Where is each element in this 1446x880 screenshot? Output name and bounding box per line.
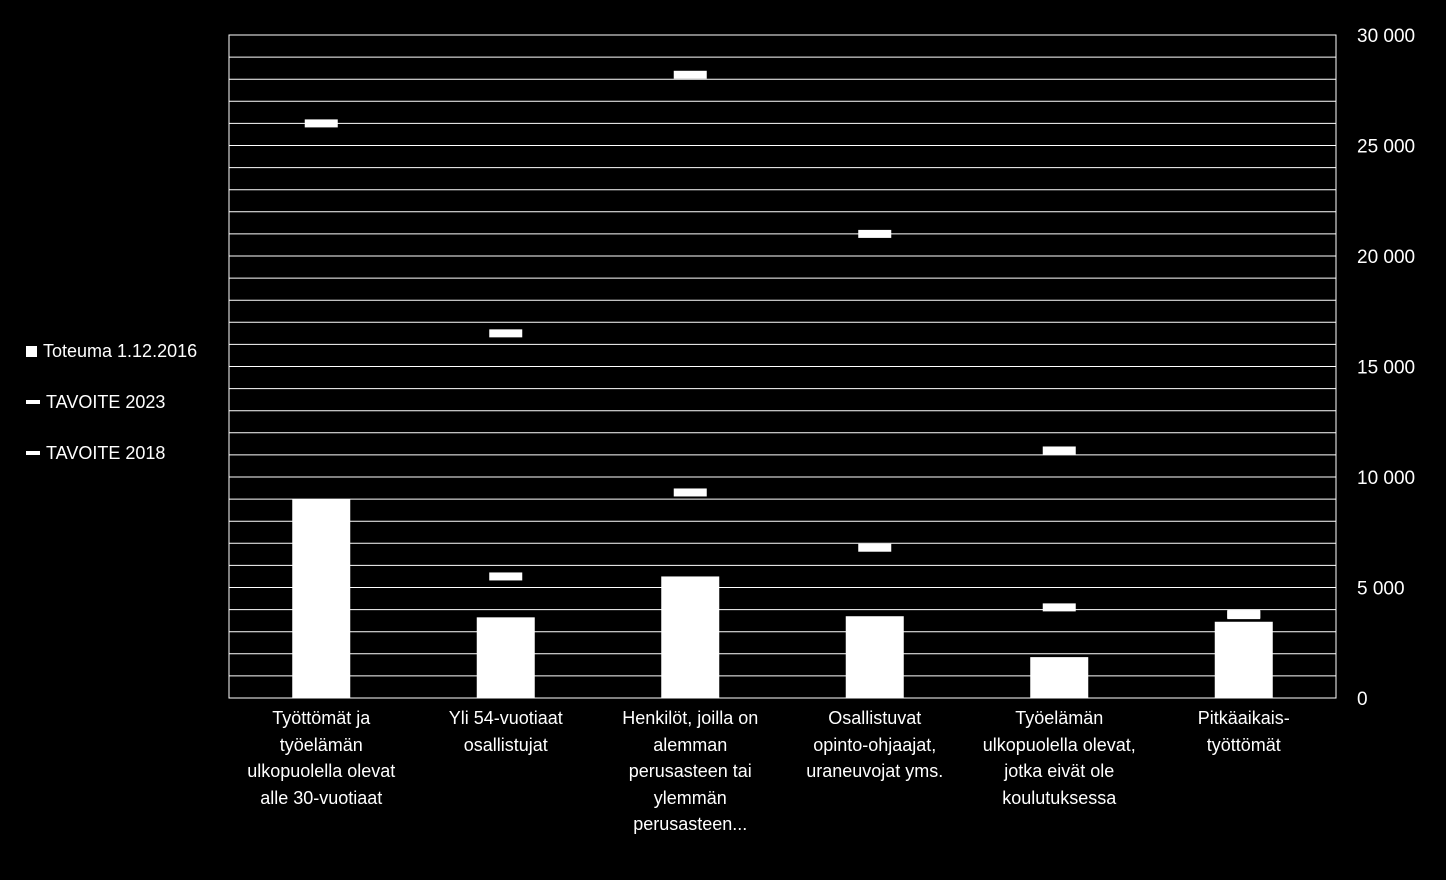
x-category-label: Yli 54-vuotiaat osallistujat [411, 705, 601, 758]
x-category-label-line: uraneuvojat yms. [806, 761, 944, 781]
x-category-label-line: jotka eivät ole [1004, 761, 1115, 781]
legend-item-toteuma: Toteuma 1.12.2016 [26, 338, 226, 389]
x-category-label-line: työelämän [279, 734, 363, 755]
bar [845, 616, 904, 698]
target-marker [1042, 446, 1076, 455]
target-marker [1227, 611, 1261, 620]
x-category-label-line: alle 30-vuotiaat [260, 787, 383, 808]
target-marker [489, 572, 523, 581]
plot-area-frame [228, 34, 1337, 699]
x-category-label: Työelämän ulkopuolella olevat, jotka eivät… [964, 705, 1154, 811]
target-marker [673, 488, 707, 497]
target-marker [304, 119, 338, 128]
bar [661, 576, 720, 698]
x-category-label-line: opinto-ohjaajat, [813, 734, 937, 755]
y-tick-label: 5 000 [1357, 579, 1405, 600]
x-category-label-line: Työelämän [1015, 708, 1104, 728]
bar [292, 499, 351, 698]
target-marker [673, 70, 707, 79]
x-category-label-line: työttömät [1206, 734, 1281, 755]
target-marker [489, 329, 523, 338]
y-tick-label: 15 000 [1357, 358, 1415, 379]
legend-dash-icon [26, 451, 40, 455]
y-tick-label: 10 000 [1357, 468, 1415, 489]
legend-square-icon [26, 346, 37, 357]
legend-item-tavoite-2023: TAVOITE 2023 [26, 389, 226, 440]
target-marker [858, 543, 892, 552]
x-category-label-line: osallistujat [463, 734, 548, 755]
x-category-label-line: Yli 54-vuotiaat [448, 708, 563, 728]
y-tick-label: 20 000 [1357, 247, 1415, 268]
x-category-label-line: alemman [653, 734, 728, 755]
legend-item-tavoite-2018: TAVOITE 2018 [26, 440, 226, 491]
x-category-label-line: Pitkäaikais- [1197, 708, 1290, 728]
bars-series [292, 499, 1273, 698]
target-marker [1042, 603, 1076, 612]
x-category-label-line: ulkopuolella olevat, [982, 734, 1136, 755]
legend-label: TAVOITE 2023 [46, 392, 166, 412]
x-category-label: Työttömät ja työelämän ulkopuolella olevat… [226, 705, 416, 811]
y-tick-label: 25 000 [1357, 137, 1415, 158]
x-category-label-line: koulutuksessa [1002, 787, 1117, 808]
x-category-label-line: Osallistuvat [828, 708, 922, 728]
target-markers [304, 70, 1261, 620]
x-category-label-line: Työttömät ja [272, 708, 371, 728]
legend-dash-icon [26, 400, 40, 404]
target-marker [858, 229, 892, 238]
y-tick-label: 30 000 [1357, 26, 1415, 47]
bar [476, 617, 535, 698]
legend: Toteuma 1.12.2016 TAVOITE 2023 TAVOITE 2… [26, 338, 226, 491]
x-category-label-line: Henkilöt, joilla on [622, 708, 759, 728]
x-category-label-line: ulkopuolella olevat [247, 761, 396, 781]
x-category-label: Osallistuvat opinto-ohjaajat, uraneuvojat … [780, 705, 970, 785]
x-category-label-line: perusasteen... [633, 814, 748, 834]
x-category-label: Pitkäaikais-työttömät [1149, 705, 1339, 758]
legend-label: Toteuma 1.12.2016 [43, 341, 198, 361]
gridlines [229, 34, 1336, 699]
x-category-label: Henkilöt, joilla on alemman perusasteen ta… [595, 705, 785, 838]
bar [1030, 657, 1089, 698]
x-category-label-line: ylemmän [653, 787, 727, 808]
y-axis-tick-labels: 0 5 000 10 000 15 000 20 000 25 000 30 000 [1357, 26, 1415, 710]
legend-label: TAVOITE 2018 [46, 443, 166, 463]
x-category-label-line: perusasteen tai [628, 761, 752, 781]
bar [1214, 621, 1273, 698]
y-tick-label: 0 [1357, 689, 1368, 710]
